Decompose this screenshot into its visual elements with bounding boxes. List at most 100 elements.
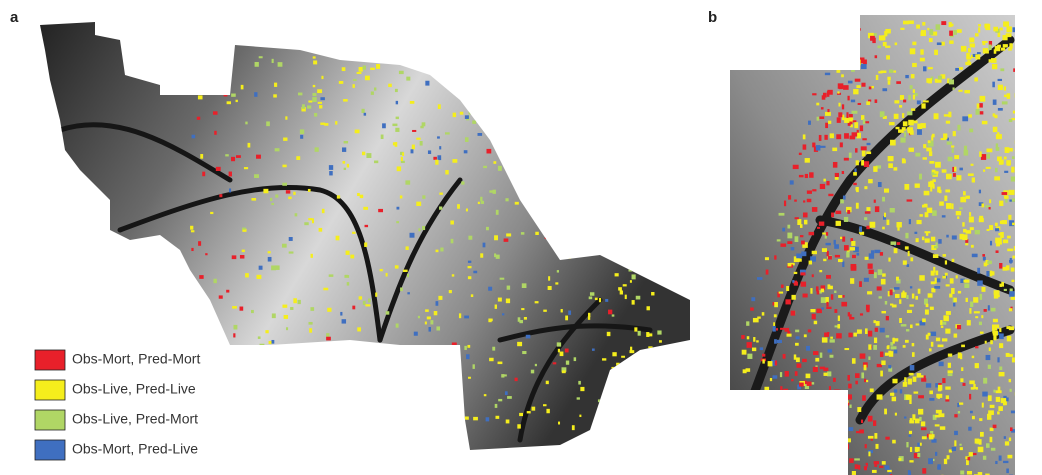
pixel: [821, 248, 827, 252]
pixel: [835, 220, 841, 226]
pixel: [415, 378, 418, 383]
pixel: [919, 320, 926, 326]
pixel: [1002, 44, 1008, 48]
pixel: [751, 400, 757, 404]
pixel: [873, 166, 878, 172]
pixel: [917, 452, 921, 458]
pixel: [788, 438, 794, 444]
pixel: [974, 363, 979, 369]
pixel: [854, 59, 861, 66]
pixel: [934, 285, 941, 289]
pixel: [920, 123, 926, 129]
pixel: [208, 381, 211, 386]
pixel: [205, 253, 208, 256]
pixel: [282, 182, 287, 186]
pixel: [593, 152, 599, 157]
pixel: [432, 428, 436, 432]
pixel: [896, 279, 901, 284]
pixel: [854, 168, 857, 173]
pixel: [480, 253, 484, 258]
pixel: [653, 270, 658, 275]
pixel: [348, 370, 351, 374]
pixel: [1003, 460, 1009, 464]
pixel: [641, 103, 646, 107]
pixel: [842, 261, 845, 268]
pixel: [822, 394, 826, 397]
pixel: [573, 357, 577, 362]
pixel: [400, 287, 403, 292]
pixel: [610, 82, 613, 88]
pixel: [931, 287, 936, 293]
pixel: [970, 387, 975, 390]
pixel: [452, 159, 458, 163]
pixel: [890, 303, 894, 306]
pixel: [864, 328, 868, 334]
pixel: [924, 298, 928, 305]
pixel: [622, 118, 626, 122]
pixel: [983, 377, 988, 384]
legend-label: Obs-Mort, Pred-Live: [72, 441, 198, 457]
pixel: [965, 243, 969, 246]
pixel: [999, 283, 1002, 287]
pixel: [883, 212, 887, 218]
pixel: [937, 75, 942, 80]
pixel: [887, 80, 891, 85]
pixel: [834, 290, 837, 294]
pixel: [747, 427, 752, 432]
pixel: [982, 256, 986, 261]
pixel: [819, 409, 823, 413]
pixel: [764, 386, 770, 392]
pixel: [220, 82, 225, 86]
pixel: [979, 418, 983, 422]
pixel: [992, 330, 998, 336]
pixel: [482, 242, 486, 248]
pixel: [756, 445, 760, 451]
pixel: [206, 306, 211, 311]
pixel: [329, 171, 333, 176]
pixel: [603, 54, 607, 59]
pixel: [998, 372, 1005, 377]
pixel: [507, 396, 512, 399]
pixel: [891, 396, 897, 402]
pixel: [254, 61, 259, 67]
pixel: [312, 84, 316, 88]
pixel: [257, 336, 261, 339]
pixel: [874, 249, 881, 254]
pixel: [893, 287, 900, 290]
pixel: [753, 337, 756, 342]
pixel: [806, 345, 811, 351]
pixel: [962, 222, 965, 227]
pixel: [217, 376, 221, 380]
pixel: [459, 111, 464, 115]
pixel: [978, 24, 981, 27]
pixel: [780, 327, 786, 330]
pixel: [1006, 335, 1012, 342]
pixel: [428, 326, 431, 332]
pixel: [989, 225, 993, 231]
pixel: [992, 64, 998, 70]
pixel: [196, 287, 201, 291]
pixel: [876, 286, 882, 291]
pixel: [254, 92, 258, 97]
pixel: [921, 236, 925, 241]
pixel: [922, 157, 927, 160]
pixel: [797, 219, 802, 226]
pixel: [973, 297, 979, 303]
pixel: [873, 337, 878, 344]
pixel: [535, 51, 539, 56]
pixel: [902, 20, 909, 25]
pixel: [969, 308, 972, 314]
pixel: [931, 31, 938, 36]
pixel: [936, 79, 942, 83]
pixel: [483, 66, 487, 69]
pixel: [581, 199, 586, 203]
pixel: [997, 132, 1000, 135]
pixel: [657, 265, 662, 268]
pixel: [959, 443, 962, 446]
pixel: [346, 282, 350, 286]
pixel: [887, 291, 890, 297]
pixel: [324, 382, 329, 385]
pixel: [309, 328, 313, 333]
pixel: [451, 408, 456, 413]
pixel: [400, 160, 405, 164]
